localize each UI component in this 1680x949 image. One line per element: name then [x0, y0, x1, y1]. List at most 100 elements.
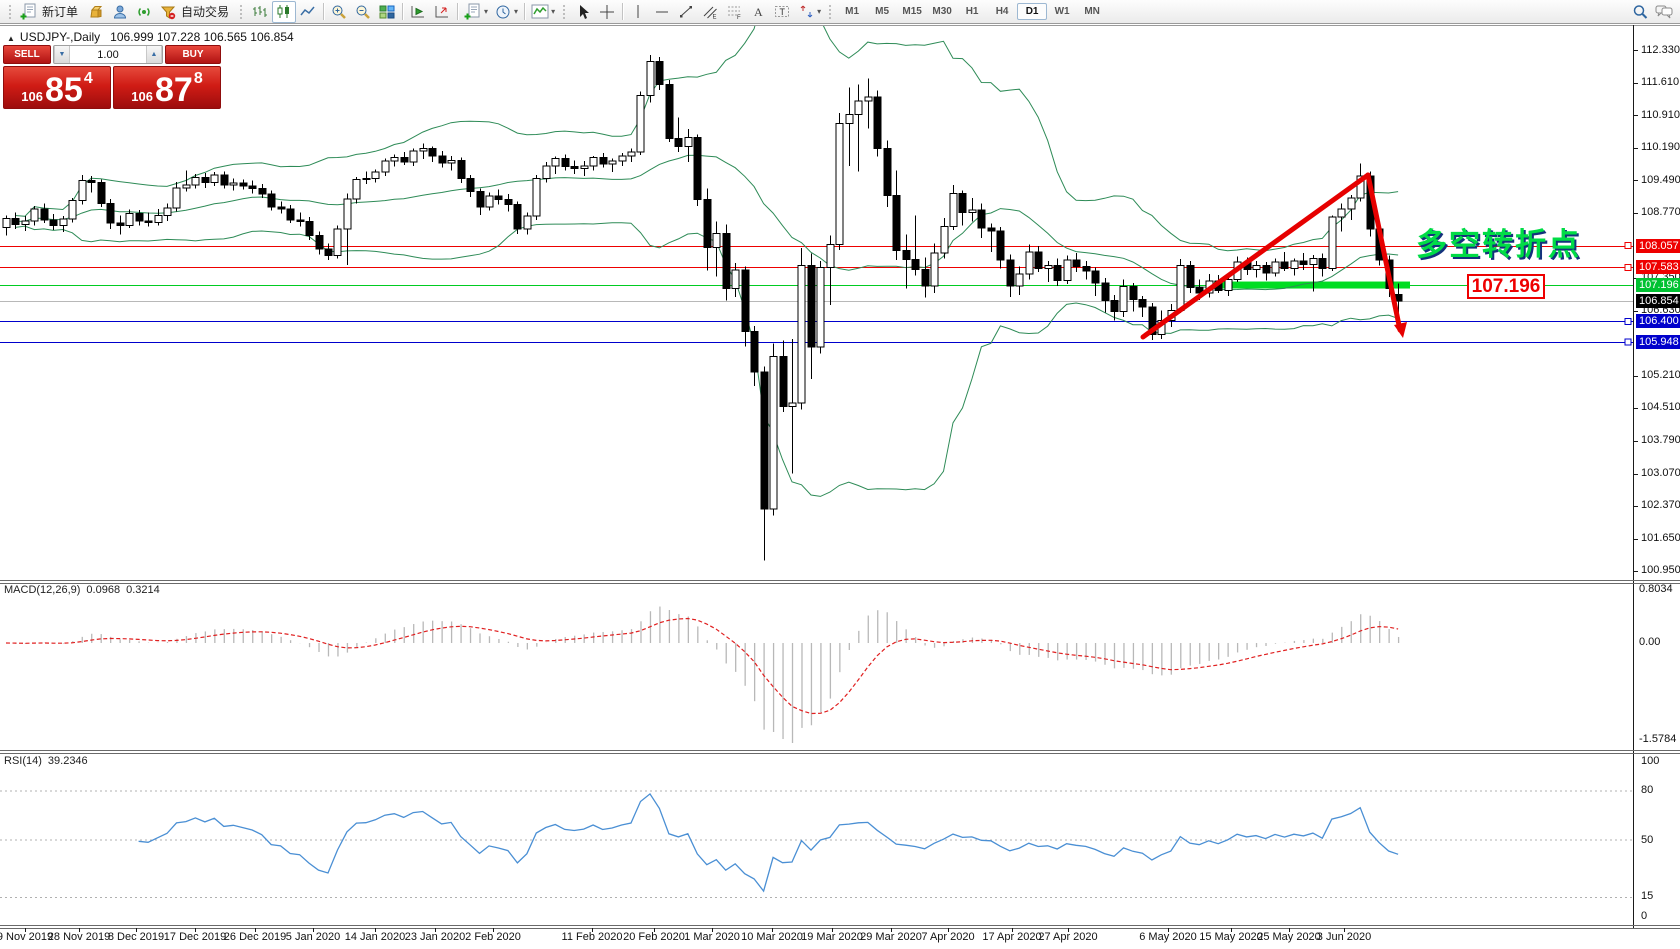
candle [1053, 265, 1062, 281]
vertical-line-icon[interactable] [626, 1, 650, 23]
cursor-icon[interactable] [571, 1, 595, 23]
chevron-down-icon[interactable]: ▾ [817, 7, 822, 16]
toolbar-grip[interactable] [239, 3, 245, 20]
market-icon[interactable] [84, 1, 108, 23]
price-level-box[interactable]: 107.196 [1467, 274, 1545, 299]
candle [892, 195, 901, 252]
candle [59, 218, 68, 226]
indicators-icon[interactable] [528, 1, 552, 23]
candle [296, 219, 305, 223]
signals-icon[interactable] [132, 1, 156, 23]
timeframe-m1[interactable]: M1 [845, 6, 860, 17]
crosshair-icon[interactable] [595, 1, 619, 23]
timeframe-m15[interactable]: M15 [902, 6, 922, 17]
candle [1347, 197, 1356, 210]
sell-price-button[interactable]: 106 85 4 [3, 66, 111, 109]
ohlc-values: 106.999 107.228 106.565 106.854 [110, 30, 294, 44]
candle [1186, 265, 1195, 289]
timeframe-m5[interactable]: M5 [875, 6, 890, 17]
line-chart-icon[interactable] [296, 1, 320, 23]
new-chart-icon[interactable] [461, 1, 485, 23]
symbol-period-label: USDJPY-,Daily [19, 30, 101, 44]
candle [826, 244, 835, 268]
candle [618, 155, 627, 162]
zoom-in-icon[interactable] [327, 1, 351, 23]
zoom-out-icon[interactable] [351, 1, 375, 23]
candle [807, 265, 816, 348]
autotrade-label[interactable]: 自动交易 [181, 5, 230, 19]
community-icon[interactable] [108, 1, 132, 23]
toolbar-grip[interactable] [828, 3, 834, 20]
trend-arrows[interactable] [1140, 172, 1407, 340]
chevron-down-icon[interactable]: ▾ [514, 7, 519, 16]
candle [845, 114, 854, 125]
chevron-down-icon[interactable]: ▾ [551, 7, 556, 16]
candle [87, 179, 96, 183]
candle [40, 208, 49, 221]
turning-point-annotation[interactable]: 多空转折点 [1416, 227, 1581, 262]
timeframe-h4[interactable]: H4 [995, 6, 1009, 17]
sell-button[interactable]: SELL [3, 45, 51, 64]
candle [703, 199, 712, 248]
candle [409, 150, 418, 163]
auto-scroll-icon[interactable] [406, 1, 430, 23]
buy-button[interactable]: BUY [165, 45, 221, 64]
autotrade-icon[interactable] [156, 1, 180, 23]
candle [210, 174, 219, 183]
timeframe-w1[interactable]: W1 [1054, 6, 1070, 17]
periods-icon[interactable] [491, 1, 515, 23]
candle [1309, 257, 1318, 266]
candle [116, 222, 125, 226]
search-icon[interactable] [1628, 1, 1652, 23]
timeframe-m30[interactable]: M30 [932, 6, 952, 17]
bar-chart-icon[interactable] [248, 1, 272, 23]
tile-windows-icon[interactable] [375, 1, 399, 23]
new-order-label[interactable]: 新订单 [42, 5, 79, 19]
arrows-icon[interactable] [794, 1, 818, 23]
chat-icon[interactable] [1652, 1, 1676, 23]
candle [693, 136, 702, 201]
fibonacci-icon[interactable]: F [722, 1, 746, 23]
equidistant-channel-icon[interactable]: E [698, 1, 722, 23]
volume-up-icon[interactable]: ▲ [146, 46, 162, 63]
candle [267, 193, 276, 208]
candle [940, 226, 949, 254]
candle [201, 176, 210, 183]
new-order-icon[interactable] [17, 1, 41, 23]
candle [854, 100, 863, 116]
toolbar-grip[interactable] [8, 3, 13, 20]
candle [902, 250, 911, 261]
candle [551, 157, 560, 167]
text-label-icon[interactable]: T [770, 1, 794, 23]
candle [1072, 259, 1081, 268]
macd-label: MACD(12,26,9) 0.0968 0.3214 [4, 584, 160, 596]
buy-price-button[interactable]: 106 87 8 [113, 66, 221, 109]
horizontal-line-icon[interactable] [650, 1, 674, 23]
candle [125, 212, 134, 226]
support-trendline[interactable] [1214, 281, 1410, 289]
candle [949, 192, 958, 228]
candle [49, 219, 58, 226]
candle [419, 147, 428, 152]
volume-down-icon[interactable]: ▼ [54, 46, 70, 63]
candle [1091, 270, 1100, 284]
sell-price-main: 85 [44, 70, 83, 109]
text-icon[interactable]: A [746, 1, 770, 23]
candlestick-chart-icon[interactable] [272, 0, 297, 23]
svg-text:E: E [713, 15, 717, 20]
candle [741, 269, 750, 333]
chevron-down-icon[interactable]: ▾ [484, 7, 489, 16]
trendline-icon[interactable] [674, 1, 698, 23]
timeframe-mn[interactable]: MN [1084, 6, 1100, 17]
bollinger-bands [15, 26, 1399, 497]
timeframe-d1[interactable]: D1 [1017, 3, 1048, 20]
toolbar-grip[interactable] [562, 3, 568, 20]
chart-shift-icon[interactable] [430, 1, 454, 23]
timeframe-h1[interactable]: H1 [965, 6, 979, 17]
candle [352, 179, 361, 200]
sell-price-handle: 106 [21, 88, 43, 104]
volume-value[interactable]: 1.00 [97, 48, 119, 61]
volume-stepper[interactable]: ▼ 1.00 ▲ [53, 45, 163, 64]
candle [315, 234, 324, 250]
